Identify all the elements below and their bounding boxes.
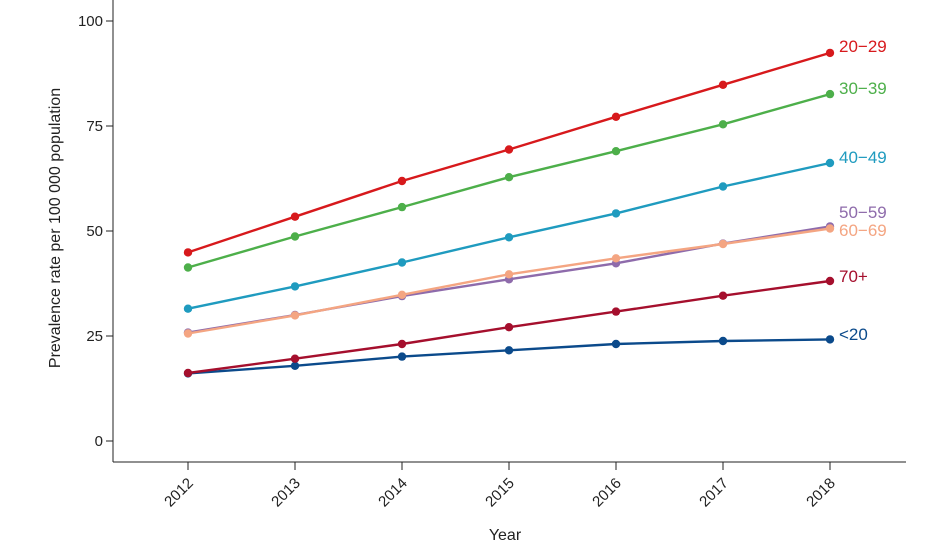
data-point [825, 335, 835, 344]
data-point [397, 339, 407, 349]
y-tick-label: 25 [86, 328, 103, 345]
data-point [825, 48, 835, 58]
data-point [611, 147, 621, 156]
data-point [183, 329, 193, 338]
data-point [183, 304, 193, 313]
y-tick-label: 100 [78, 13, 103, 30]
data-point [611, 254, 621, 263]
series-line-group [183, 48, 835, 257]
data-point [290, 282, 300, 291]
data-point [718, 336, 728, 346]
y-axis-ticks: 0 25 50 75 100 [78, 13, 113, 450]
x-tick-label: 2017 [696, 475, 732, 511]
data-point [183, 263, 193, 272]
data-point [397, 258, 407, 267]
data-point [611, 112, 621, 122]
series-line-group [183, 89, 835, 272]
series-label: 20−29 [839, 37, 887, 56]
data-point [825, 276, 835, 286]
y-axis-title: Prevalence rate per 100 000 population [47, 88, 64, 368]
data-point [290, 232, 300, 241]
series-line-group [183, 158, 835, 313]
x-tick-label: 2014 [375, 475, 411, 511]
data-point [397, 352, 407, 361]
data-point [718, 80, 728, 90]
series-line-group [183, 224, 835, 338]
data-point [718, 182, 728, 191]
x-tick-label: 2013 [268, 475, 304, 511]
data-point [504, 346, 514, 355]
data-point [397, 290, 407, 299]
data-point [718, 291, 728, 300]
series-label: 60−69 [839, 221, 887, 240]
data-point [290, 354, 300, 363]
series-label: <20 [839, 325, 868, 344]
data-point [825, 224, 835, 233]
data-point [504, 323, 514, 332]
y-tick-label: 50 [86, 223, 103, 240]
x-axis-ticks: 2012 2013 2014 2015 2016 2017 2018 [161, 462, 839, 510]
series-line [187, 338, 831, 375]
data-point [611, 307, 621, 316]
data-point [825, 158, 835, 168]
series-line-group [183, 276, 835, 378]
series-label: 50−59 [839, 203, 887, 222]
x-tick-label: 2016 [589, 475, 625, 511]
data-point [290, 212, 300, 221]
data-point [718, 239, 728, 249]
x-axis-title: Year [489, 527, 522, 544]
data-point [290, 361, 300, 370]
data-point [183, 248, 193, 257]
axes [112, 0, 906, 463]
series-line-group [183, 335, 835, 378]
data-point [397, 202, 407, 212]
data-point [718, 120, 728, 129]
series-label: 70+ [839, 267, 868, 286]
data-point [504, 270, 514, 279]
x-tick-label: 2012 [161, 475, 197, 511]
data-point [504, 145, 514, 154]
y-tick-label: 75 [86, 118, 103, 135]
data-point [611, 339, 621, 349]
series-label: 30−39 [839, 79, 887, 98]
series-label: 40−49 [839, 148, 887, 167]
data-point [290, 311, 300, 320]
data-point [504, 233, 514, 242]
data-point [611, 209, 621, 218]
data-point [397, 176, 407, 186]
data-point [183, 368, 193, 378]
series-layer [183, 48, 835, 378]
data-point [504, 173, 514, 182]
x-tick-label: 2018 [803, 475, 839, 511]
data-point [825, 89, 835, 99]
y-tick-label: 0 [95, 433, 103, 450]
x-tick-label: 2015 [482, 475, 518, 511]
